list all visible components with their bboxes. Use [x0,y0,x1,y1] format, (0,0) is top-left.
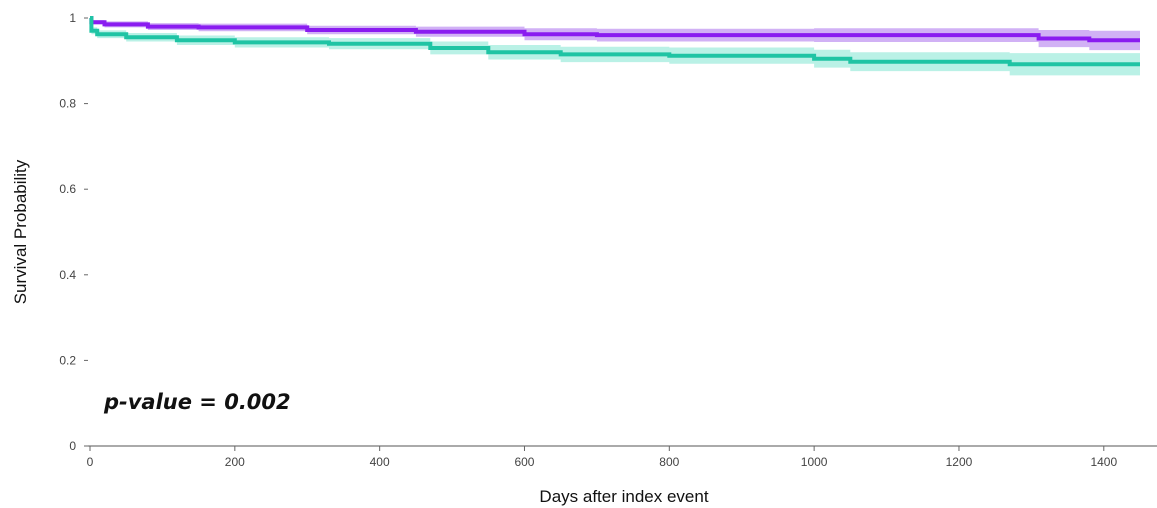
y-tick-label: 0 [69,439,76,453]
survival-curve-2 [89,16,1140,67]
x-tick-label: 800 [659,455,679,469]
y-axis-ticks: 0 0.2 0.4 0.6 0.8 1 [59,11,88,453]
y-tick-label: 0.4 [59,268,76,282]
y-tick-label: 0.2 [59,353,76,367]
x-tick-label: 1000 [801,455,828,469]
x-tick-label: 600 [514,455,534,469]
x-axis-title: Days after index event [539,487,708,506]
x-tick-label: 1400 [1090,455,1117,469]
x-axis-ticks: 0 200 400 600 800 1000 1200 1400 [87,446,1117,469]
x-tick-label: 400 [370,455,390,469]
x-tick-label: 200 [225,455,245,469]
survival-curves [89,16,1140,67]
p-value-annotation: p-value = 0.002 [103,390,291,414]
y-axis-title: Survival Probability [11,159,30,304]
x-tick-label: 1200 [946,455,973,469]
y-tick-label: 1 [69,11,76,25]
y-tick-label: 0.8 [59,97,76,111]
x-tick-label: 0 [87,455,94,469]
survival-curve-1 [89,16,1140,43]
y-tick-label: 0.6 [59,182,76,196]
